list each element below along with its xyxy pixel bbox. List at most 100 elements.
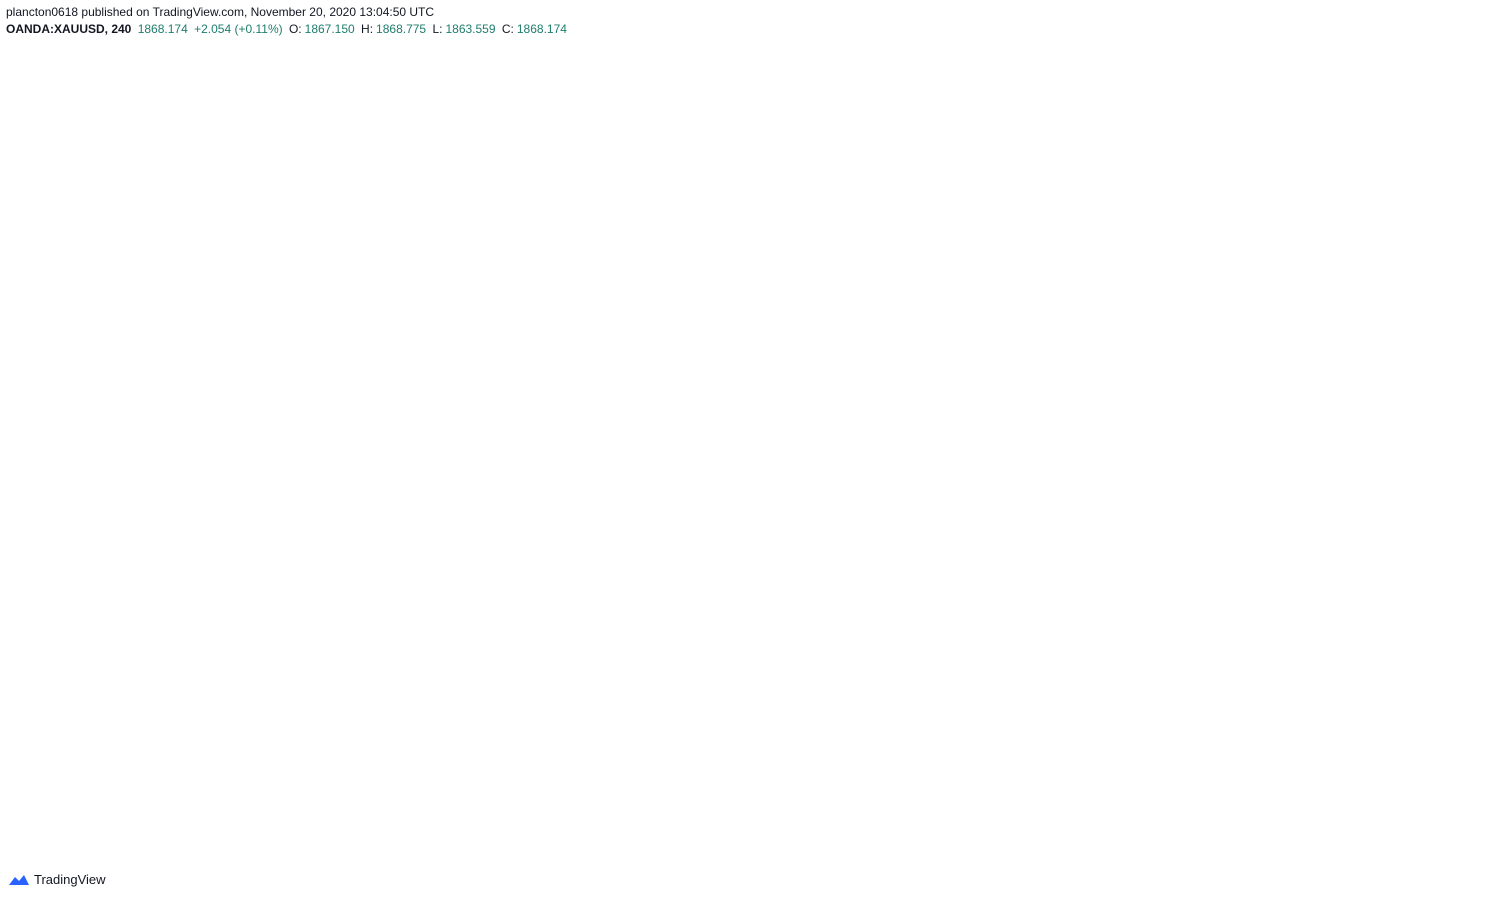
candle-body [720, 131, 727, 149]
candle-body [652, 210, 658, 244]
volume-bar [875, 797, 882, 832]
y-tick-label: 1870.000 [1433, 651, 1483, 665]
volume-bar [15, 807, 22, 832]
candle-body [402, 681, 409, 693]
candle-body [84, 350, 91, 373]
y-tick-label: 1860.000 [1433, 707, 1483, 721]
volume-bar [755, 802, 762, 832]
volume-bar [1142, 787, 1148, 832]
candle-body [179, 462, 186, 508]
volume-bar [514, 802, 521, 832]
x-tick-label: 11 [812, 839, 825, 853]
volume-bar [1047, 792, 1054, 832]
candle-body [927, 597, 933, 603]
candle-body [823, 591, 830, 598]
volume-bar [660, 797, 667, 832]
candle-body [1030, 540, 1037, 569]
candle-body [583, 462, 590, 530]
legend-item: EMA [15, 52, 41, 66]
volume-bar [677, 735, 684, 832]
publisher: plancton0618 published on TradingView.co… [6, 5, 435, 19]
y-tick-label: 1900.000 [1433, 483, 1483, 497]
volume-bar [248, 772, 254, 832]
volume-bar [600, 810, 607, 832]
volume-bar [222, 802, 229, 832]
close: 1868.174 [516, 22, 567, 36]
volume-bar [488, 802, 495, 832]
volume-bar [187, 814, 194, 832]
zone [6, 294, 1263, 322]
candle-body [738, 597, 744, 704]
candle-body [222, 484, 229, 497]
volume-bar [265, 810, 272, 832]
candle-body [755, 647, 762, 715]
zone [6, 728, 1420, 760]
candle-body [1142, 714, 1148, 721]
candle-body [187, 501, 194, 508]
candle-body [609, 439, 615, 463]
x-tick-label: 9 [712, 839, 719, 853]
candle-body [1038, 535, 1045, 541]
volume-bar [566, 737, 572, 832]
candle-body [1004, 546, 1011, 553]
candle-body [780, 613, 787, 620]
volume-bar [1150, 807, 1157, 832]
candle-body [1081, 608, 1088, 620]
brand: TradingView [34, 872, 106, 887]
countdown-box [1448, 678, 1492, 696]
volume-bar [162, 812, 168, 832]
candle-body [230, 484, 237, 491]
volume-bar [119, 807, 125, 832]
volume-bar [1184, 797, 1191, 832]
volume-bar [368, 727, 375, 832]
candle-body [909, 625, 916, 631]
candle-body [970, 512, 976, 541]
candle-body [213, 496, 220, 508]
volume-bar [213, 810, 220, 832]
candle-body [196, 501, 203, 519]
candle-body [1064, 608, 1071, 614]
candle-body [385, 681, 392, 687]
volume-bar [411, 772, 418, 832]
volume-bar [1030, 807, 1037, 832]
volume-bar [763, 787, 770, 832]
candle-body [634, 215, 641, 323]
volume-bar [273, 817, 280, 832]
volume-bar [50, 800, 57, 832]
volume-bar [970, 820, 976, 832]
candle-body [875, 664, 882, 670]
y-tick-label: 1840.000 [1433, 819, 1483, 833]
open: 1867.150 [304, 22, 355, 36]
candle-body [686, 153, 693, 194]
candle-body [952, 546, 959, 553]
volume-bar [583, 777, 590, 832]
candle-body [1047, 535, 1054, 575]
candle-body [703, 170, 710, 199]
volume-bar [428, 754, 435, 832]
candle-body [660, 243, 667, 278]
volume-bar [1073, 817, 1080, 832]
candle-body [789, 597, 796, 620]
candle-body [505, 501, 512, 541]
y-tick-label: 1950.000 [1433, 202, 1483, 216]
volume-bar [738, 752, 744, 832]
candle-body [58, 350, 65, 379]
volume-bar [308, 807, 315, 832]
candle-body [282, 451, 289, 457]
volume-bar [669, 772, 676, 832]
volume-bar [1099, 797, 1105, 832]
candle-body [1107, 630, 1114, 648]
candle-body [1124, 669, 1131, 704]
x-tick-label: 28 [296, 839, 310, 853]
candle-body [170, 439, 177, 463]
candle-body [299, 445, 306, 452]
candle-body [488, 518, 495, 536]
volume-bar [93, 817, 100, 832]
candle-body [1099, 625, 1105, 631]
volume-bar [1193, 814, 1200, 832]
volume-bar [712, 807, 719, 832]
volume-bar [987, 737, 994, 832]
volume-bar [832, 772, 839, 832]
ema-line [9, 291, 1197, 648]
y-tick-label: 1920.000 [1433, 370, 1483, 384]
